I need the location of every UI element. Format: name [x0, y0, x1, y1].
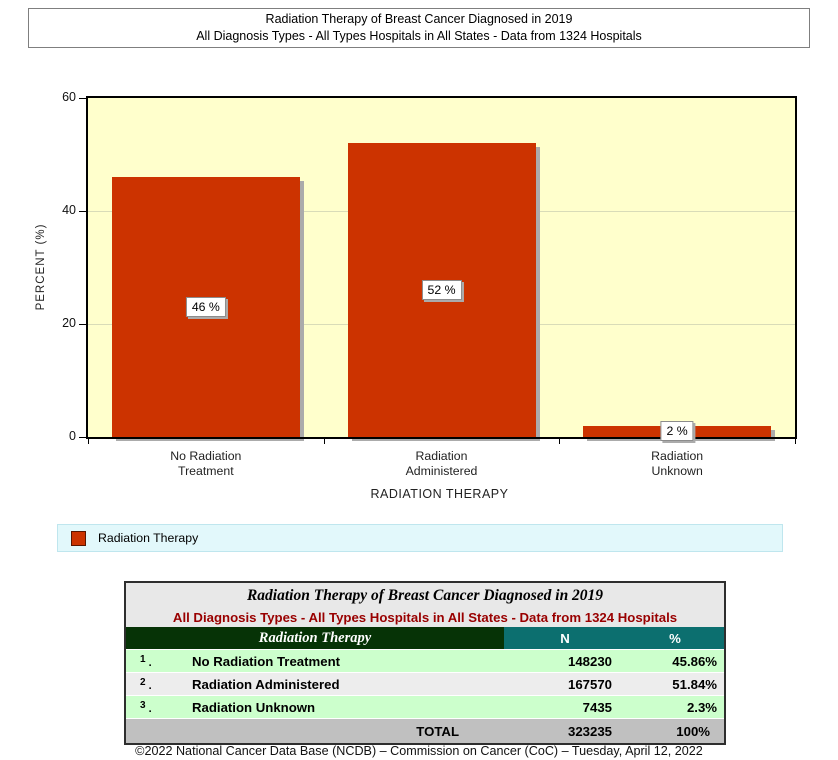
table-subtitle-row: All Diagnosis Types - All Types Hospital…	[125, 608, 726, 627]
x-axis-title: RADIATION THERAPY	[370, 487, 509, 501]
y-tick	[79, 98, 86, 99]
row-number: 1.	[125, 649, 180, 673]
table-header-row: Radiation Therapy N %	[125, 627, 726, 650]
row-label: Radiation Unknown	[180, 695, 504, 719]
y-tick-label: 60	[62, 90, 76, 104]
column-header-n: N	[504, 627, 626, 650]
row-number: 2.	[125, 672, 180, 696]
x-tick	[795, 437, 796, 444]
row-label: Radiation Administered	[180, 672, 504, 696]
x-axis-category-label: Radiation Unknown	[651, 449, 704, 478]
x-axis-category-label: No Radiation Treatment	[170, 449, 242, 478]
table-title: Radiation Therapy of Breast Cancer Diagn…	[125, 582, 726, 608]
table-subtitle: All Diagnosis Types - All Types Hospital…	[125, 608, 726, 627]
table-title-row: Radiation Therapy of Breast Cancer Diagn…	[125, 582, 726, 608]
table-row: 1. No Radiation Treatment 148230 45.86%	[125, 649, 726, 673]
plot-area: 46 % 52 % 2 %	[88, 98, 795, 442]
y-tick	[79, 211, 86, 212]
y-tick-label: 40	[62, 203, 76, 217]
bar-value-label: 2 %	[660, 421, 694, 442]
summary-table: Radiation Therapy of Breast Cancer Diagn…	[124, 581, 727, 745]
table-total-row: TOTAL 323235 100%	[125, 718, 726, 744]
column-header-pct: %	[626, 627, 726, 650]
y-tick	[79, 324, 86, 325]
x-tick	[88, 437, 89, 444]
bar-chart: PERCENT (%) 46 % 52 % 2 % 0 20 40 60 No Radiat…	[35, 90, 797, 501]
legend-label: Radiation Therapy	[98, 531, 199, 545]
table-row: 2. Radiation Administered 167570 51.84%	[125, 672, 726, 696]
y-axis-title: PERCENT (%)	[35, 223, 47, 311]
row-n-value: 7435	[504, 695, 626, 719]
row-number: 3.	[125, 695, 180, 719]
row-label: No Radiation Treatment	[180, 649, 504, 673]
y-tick	[79, 437, 86, 438]
y-tick-label: 20	[62, 316, 76, 330]
bar-value-label: 52 %	[421, 280, 462, 301]
total-label: TOTAL	[180, 718, 504, 744]
row-n-value: 167570	[504, 672, 626, 696]
table-row: 3. Radiation Unknown 7435 2.3%	[125, 695, 726, 719]
bar-value-label: 46 %	[185, 297, 226, 318]
row-pct-value: 2.3%	[626, 695, 726, 719]
x-tick	[323, 437, 325, 444]
total-pct-value: 100%	[626, 718, 726, 744]
row-n-value: 148230	[504, 649, 626, 673]
footer-credit: ©2022 National Cancer Data Base (NCDB) –…	[135, 744, 703, 758]
row-pct-value: 51.84%	[626, 672, 726, 696]
report-title: Radiation Therapy of Breast Cancer Diagn…	[265, 12, 573, 26]
report-header-box: Radiation Therapy of Breast Cancer Diagn…	[28, 8, 810, 48]
column-header-group: Radiation Therapy	[125, 627, 504, 650]
legend-swatch-radiation-therapy	[71, 530, 86, 546]
x-tick	[559, 437, 561, 444]
chart-legend: Radiation Therapy	[57, 524, 783, 552]
row-pct-value: 45.86%	[626, 649, 726, 673]
x-axis-category-label: Radiation Administered	[405, 449, 478, 478]
y-tick-label: 0	[69, 429, 76, 443]
total-n-value: 323235	[504, 718, 626, 744]
report-subtitle: All Diagnosis Types - All Types Hospital…	[196, 29, 642, 43]
